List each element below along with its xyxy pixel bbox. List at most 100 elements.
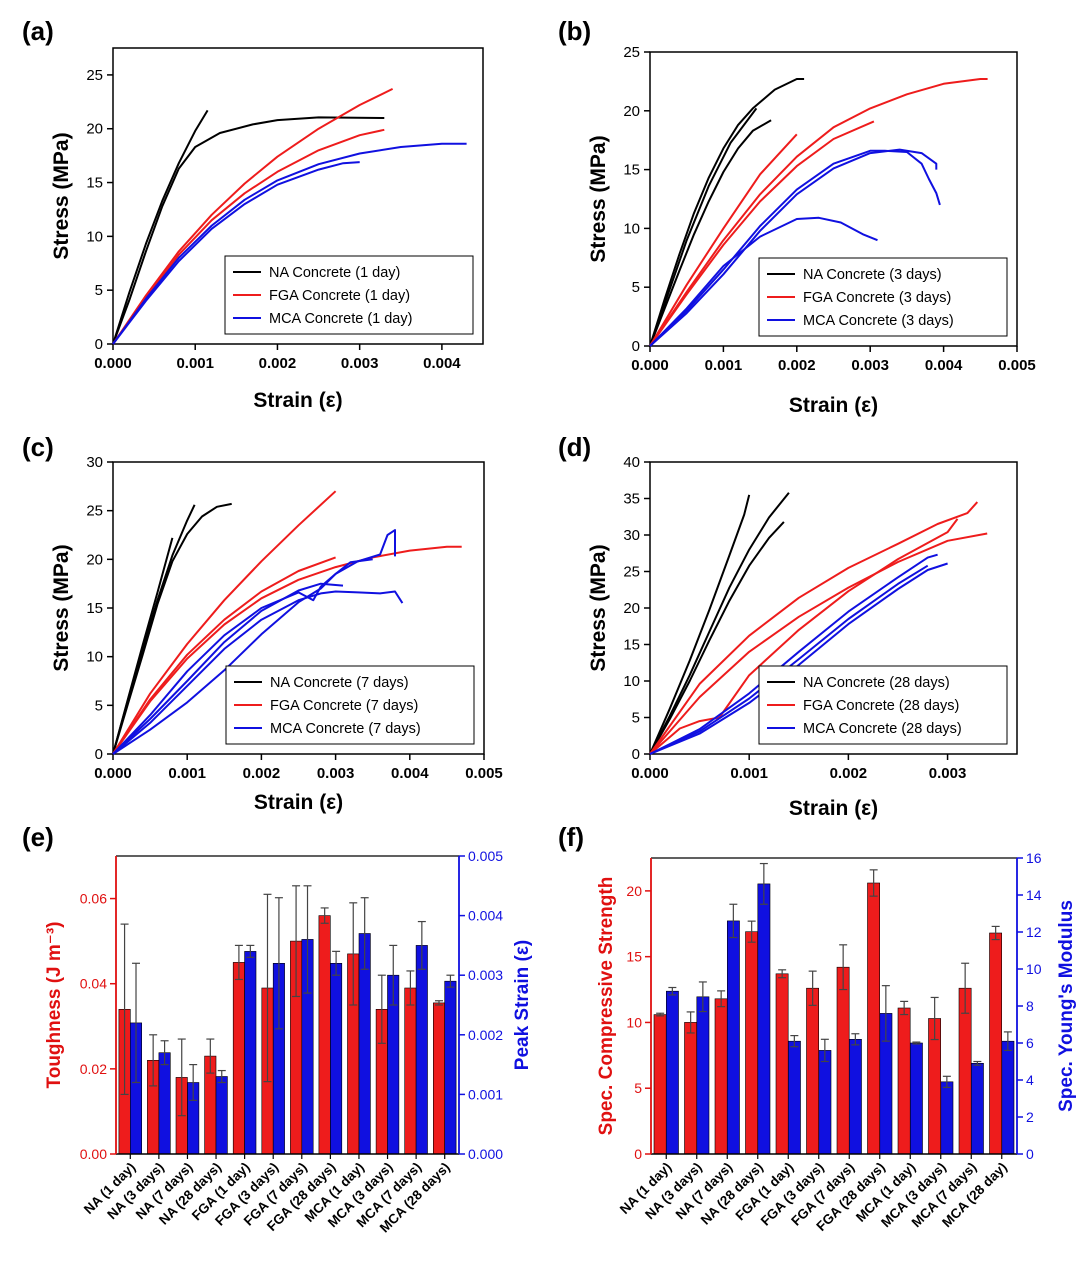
panel-d: (d) 0.000 0.001 0.002 0.003 0 5 10 15 20 25 30 35 40 S…	[558, 432, 1018, 820]
legend-label: MCA Concrete (3 days)	[803, 313, 954, 329]
bar-blue	[848, 1039, 862, 1155]
panel-b: (b) 0.000 0.001 0.002 0.003 0.004 0.005 0 5 10 15 2…	[558, 16, 1036, 417]
y-tick-label: 0	[632, 338, 640, 355]
y2-tick-label: 0	[1026, 1146, 1034, 1162]
x-tick-label: 0.000	[94, 765, 132, 782]
legend-label: NA Concrete (1 day)	[269, 265, 400, 281]
y-tick-label: 5	[95, 697, 103, 714]
bar-red	[745, 931, 758, 1155]
y-tick-label: 10	[623, 673, 640, 690]
y-axis-label: Spec. Compressive Strength	[596, 877, 617, 1136]
y2-tick-label: 0.005	[468, 848, 503, 864]
bar-blue	[215, 1076, 228, 1155]
bar-blue	[940, 1081, 954, 1155]
bar-blue	[787, 1040, 801, 1155]
bar-blue	[1001, 1040, 1015, 1155]
x-tick-label: 0.004	[423, 355, 461, 372]
series-line-red	[649, 133, 798, 347]
series-line-black	[649, 494, 751, 755]
legend-box	[224, 255, 474, 335]
bar-red	[653, 1014, 667, 1155]
y-tick-label: 0	[632, 746, 640, 763]
y-tick-label: 20	[623, 600, 640, 617]
bar-red	[867, 882, 880, 1155]
y2-tick-label: 10	[1026, 961, 1042, 977]
legend-label: MCA Concrete (28 days)	[803, 721, 962, 737]
y2-tick-label: 0.003	[468, 967, 503, 983]
legend-box	[758, 665, 1008, 745]
y-axis-label: Stress (MPa)	[50, 544, 73, 671]
series-line-blue	[112, 590, 404, 755]
y2-axis-label: Peak Strain (ε)	[512, 940, 533, 1070]
y-tick-label: 10	[626, 1014, 642, 1030]
x-tick-label: 0.003	[341, 355, 379, 372]
x-tick-label: 0.004	[391, 765, 429, 782]
x-tick-label: 0.001	[705, 357, 743, 374]
x-tick-label: 0.001	[730, 765, 768, 782]
y2-tick-label: 0.001	[468, 1086, 503, 1102]
y-tick-label: 35	[623, 491, 640, 508]
y-tick-label: 0.06	[80, 891, 107, 907]
bar-blue	[444, 980, 457, 1155]
y2-tick-label: 2	[1026, 1109, 1034, 1125]
bar-red	[684, 1022, 697, 1155]
x-tick-label: 0.003	[851, 357, 889, 374]
panel-label: (a)	[22, 16, 54, 46]
series-line-red	[112, 545, 462, 755]
series-line-black	[649, 107, 758, 347]
y2-axis-label: Spec. Young's Modulus	[1056, 900, 1077, 1112]
y-axis-label: Toughness (J m⁻³)	[44, 922, 65, 1089]
y-tick-label: 10	[623, 220, 640, 237]
y-tick-label: 20	[623, 103, 640, 120]
y-tick-label: 20	[86, 551, 103, 568]
y-tick-label: 40	[623, 454, 640, 471]
series-line-blue	[112, 558, 373, 755]
bar-red	[989, 932, 1002, 1155]
panel-label: (c)	[22, 432, 54, 462]
series-line-red	[112, 128, 385, 345]
bar-red	[836, 966, 850, 1155]
y2-tick-label: 0.002	[468, 1027, 503, 1043]
y-axis-label: Stress (MPa)	[587, 544, 610, 671]
bar-red	[897, 1007, 911, 1155]
x-axis-label: Strain (ε)	[254, 791, 343, 814]
panel-c: (c) 0.000 0.001 0.002 0.003 0.004 0.005 0 5 10 15 2…	[22, 432, 503, 814]
bar-blue	[244, 951, 257, 1155]
y-tick-label: 15	[623, 162, 640, 179]
y-tick-label: 15	[86, 600, 103, 617]
x-axis-label: Strain (ε)	[253, 389, 342, 412]
legend-box	[758, 257, 1008, 337]
y-tick-label: 0	[95, 336, 103, 353]
panel-label: (f)	[558, 822, 584, 852]
y-tick-label: 0.00	[80, 1146, 107, 1162]
series-line-black	[112, 116, 385, 345]
y2-tick-label: 4	[1026, 1072, 1034, 1088]
series-line-blue	[649, 562, 948, 755]
y2-tick-label: 12	[1026, 924, 1042, 940]
y2-tick-label: 0.000	[468, 1146, 503, 1162]
x-tick-label: 0.002	[259, 355, 297, 372]
y-tick-label: 25	[86, 67, 103, 84]
x-tick-label: 0.000	[631, 357, 669, 374]
y-tick-label: 15	[623, 637, 640, 654]
y-tick-label: 0	[634, 1146, 642, 1162]
bar-red	[232, 962, 245, 1155]
bar-red	[806, 987, 819, 1155]
series-line-blue	[649, 149, 941, 347]
legend-label: MCA Concrete (7 days)	[270, 721, 421, 737]
panel-label: (b)	[558, 16, 591, 46]
y-tick-label: 10	[86, 228, 103, 245]
bar-blue	[330, 962, 343, 1155]
y-tick-label: 20	[86, 121, 103, 138]
bar-blue	[665, 990, 679, 1155]
series-line-red	[649, 518, 959, 755]
plot-frame	[112, 47, 484, 345]
panel-e: (e) 0.00 0.02 0.04 0.06 0.000 0.001 0.002 0.003 0…	[22, 822, 533, 1236]
legend-label: MCA Concrete (1 day)	[269, 311, 412, 327]
series-line-blue	[649, 553, 938, 755]
series-line-black	[112, 502, 232, 755]
bar-red	[318, 915, 331, 1155]
bar-red	[775, 973, 789, 1155]
